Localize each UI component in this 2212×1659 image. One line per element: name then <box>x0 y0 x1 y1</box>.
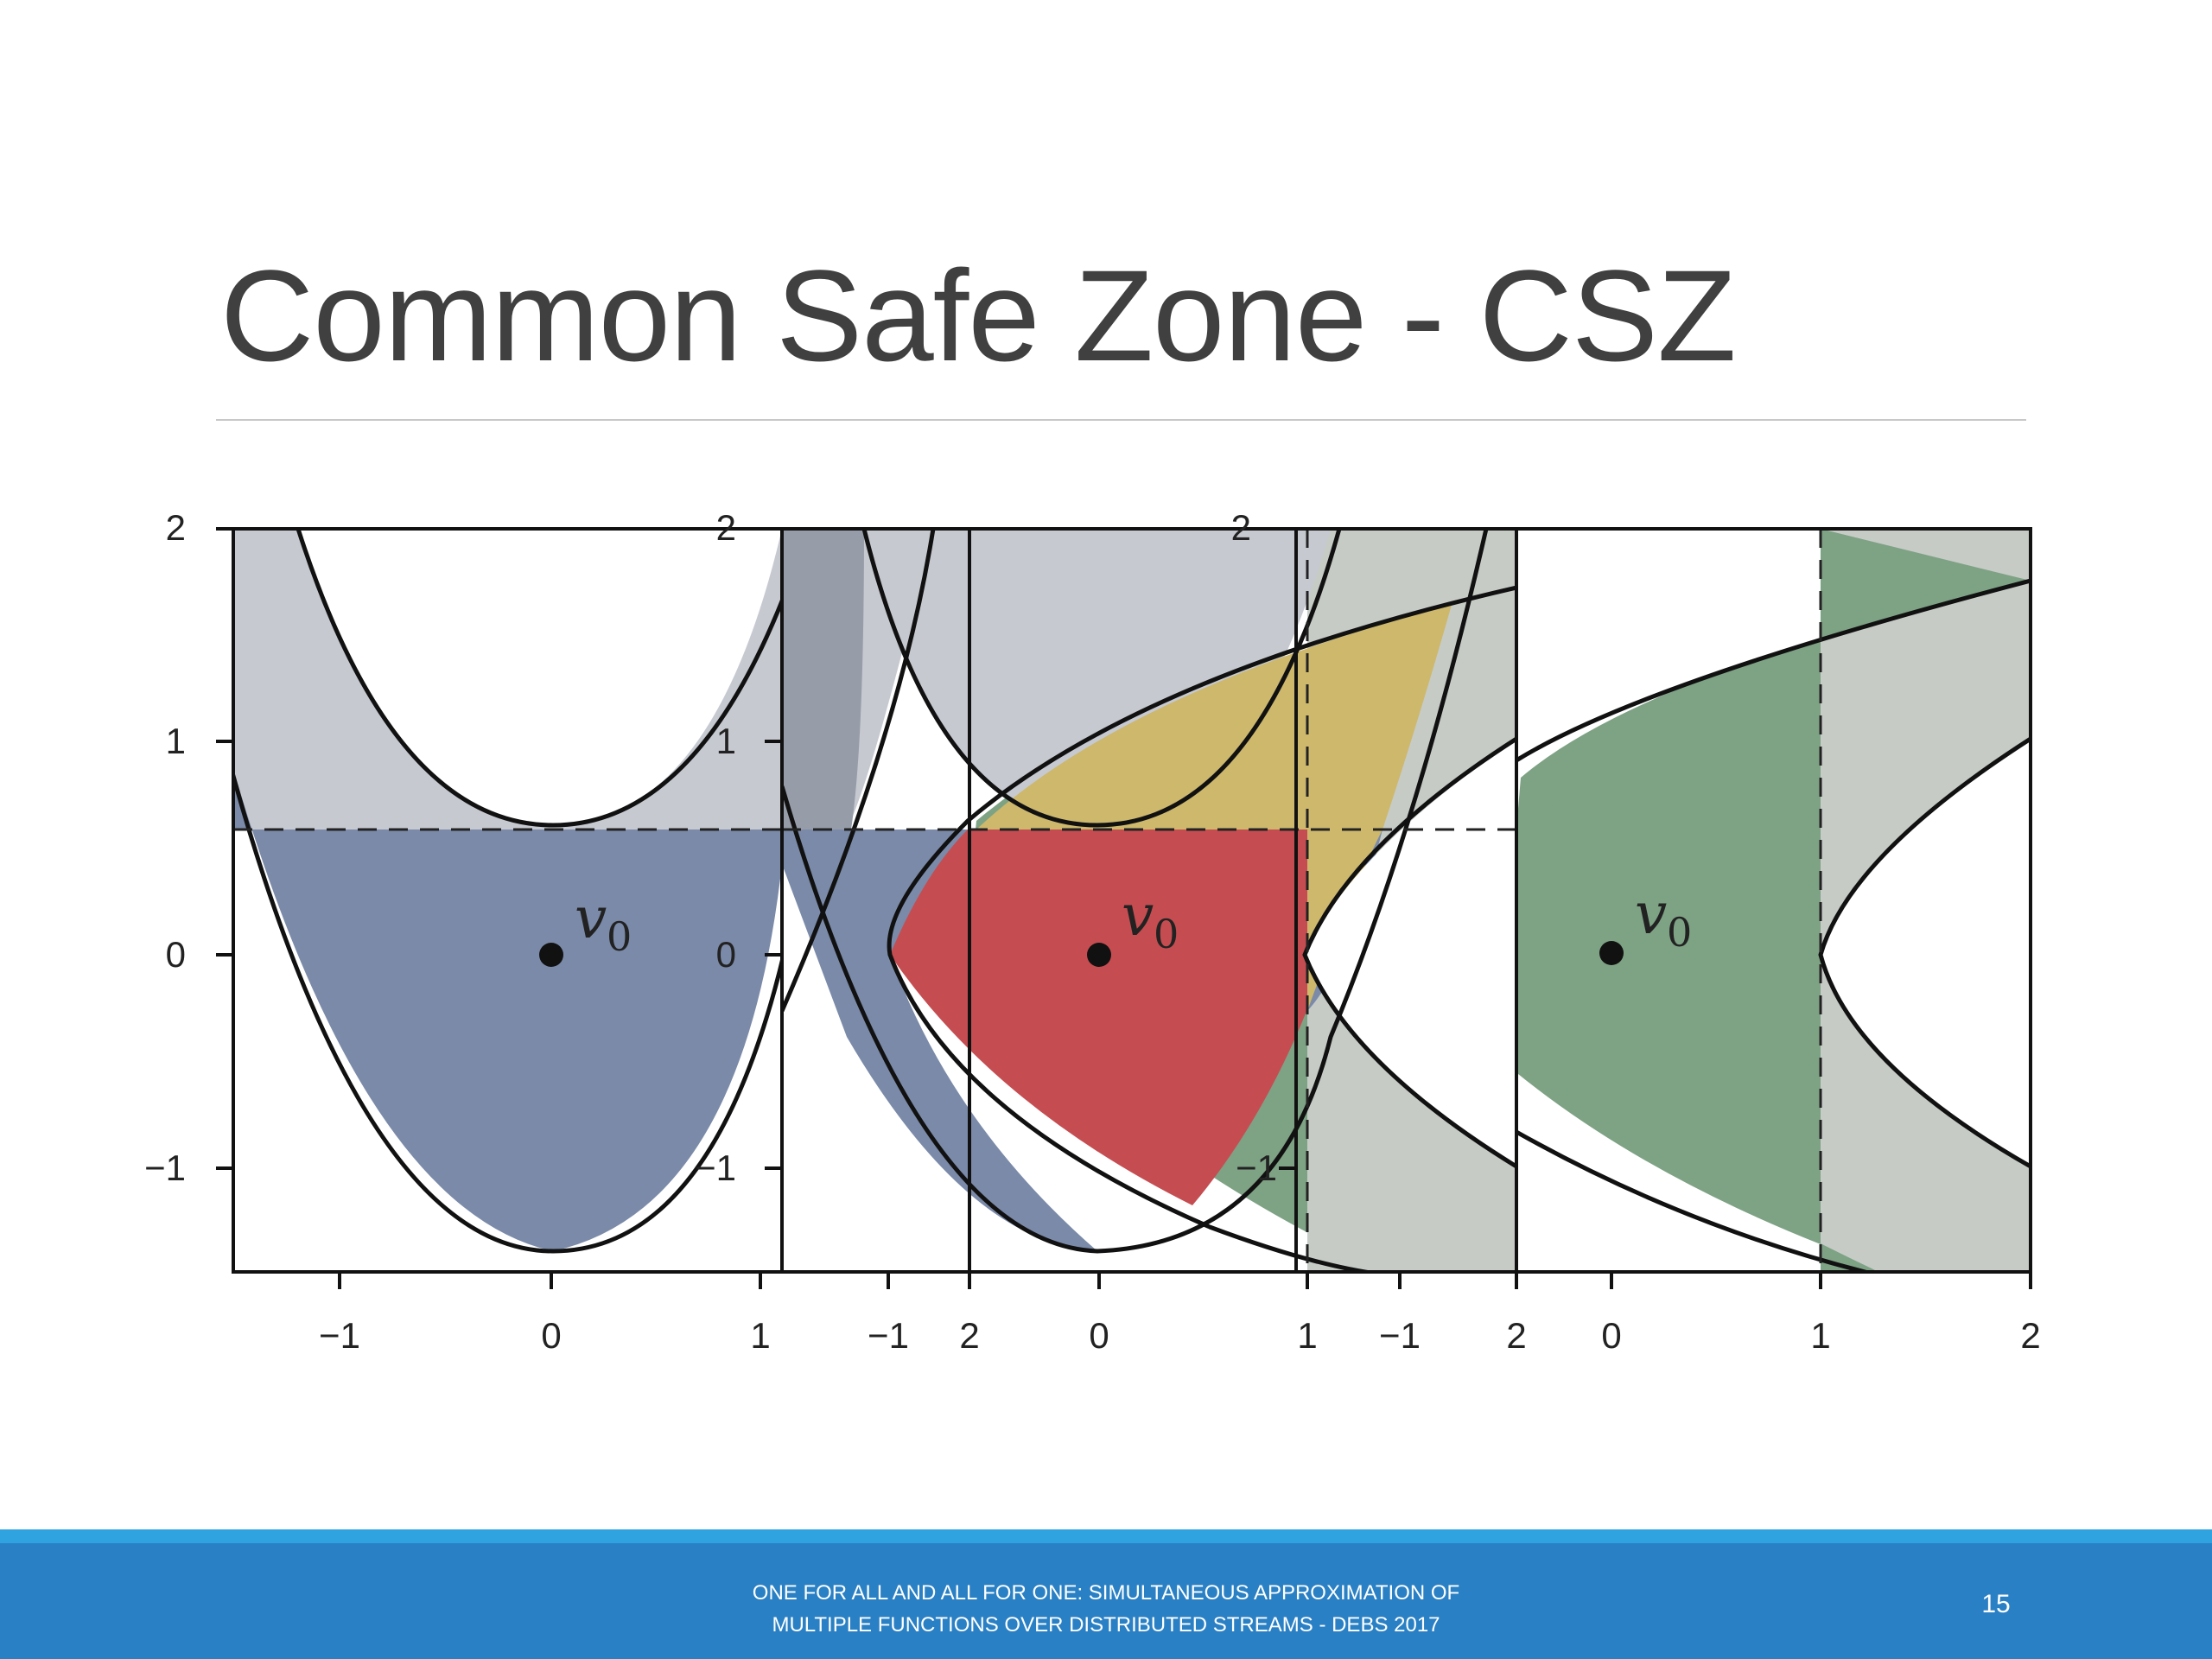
middle-left-line <box>782 529 936 1012</box>
title-divider <box>216 419 2026 421</box>
right-y-tick-2: 2 <box>1231 507 1251 548</box>
middle-yellow-region <box>976 605 1452 830</box>
right-white-inner <box>1821 739 2031 1166</box>
right-x-tick-neg1: −1 <box>1379 1315 1421 1356</box>
middle-left-parabola-outer <box>782 529 1489 1254</box>
middle-x-tick-0: 0 <box>1089 1315 1109 1356</box>
left-y-tick-0: 0 <box>166 934 186 975</box>
slide-title: Common Safe Zone - CSZ <box>220 243 1737 388</box>
right-x-tick-2a: 2 <box>1506 1315 1526 1356</box>
left-v0-label: v <box>575 885 607 951</box>
left-y-tick-1: 1 <box>166 721 186 761</box>
right-x-tick-2b: 2 <box>2020 1315 2040 1356</box>
middle-x-tick-2: 2 <box>959 1315 979 1356</box>
right-y-tick-neg1: −1 <box>1236 1147 1277 1188</box>
right-panel <box>1516 529 2031 1272</box>
right-inner-curve <box>1818 736 2031 1169</box>
footer-citation: ONE FOR ALL AND ALL FOR ONE: SIMULTANEOU… <box>631 1577 1581 1641</box>
right-v0-point <box>1599 941 1624 965</box>
middle-y-tick-0: 0 <box>716 934 736 975</box>
left-v0-point <box>539 943 563 967</box>
right-v0-subscript: 0 <box>1667 909 1692 956</box>
middle-y-tick-2: 2 <box>716 507 736 548</box>
footer-accent-strip <box>0 1529 2212 1543</box>
middle-v0-subscript: 0 <box>1154 911 1179 957</box>
middle-yellow-region2 <box>1307 830 1382 1011</box>
middle-v0-point <box>1087 943 1111 967</box>
page-number: 15 <box>1981 1590 2011 1618</box>
right-v0-label: v <box>1635 880 1667 947</box>
middle-x-tick-1: 1 <box>1297 1315 1317 1356</box>
footer-line-2: MULTIPLE FUNCTIONS OVER DISTRIBUTED STRE… <box>772 1613 1440 1637</box>
middle-left-parabola-inner <box>861 529 1342 828</box>
left-lower-parabola <box>233 767 782 1254</box>
left-x-tick-neg1: −1 <box>319 1315 360 1356</box>
right-x-tick-0: 0 <box>1601 1315 1621 1356</box>
middle-inner-parabola <box>1302 736 1516 1169</box>
left-y-tick-2: 2 <box>166 507 186 548</box>
left-y-tick-neg1: −1 <box>144 1147 186 1188</box>
axis-ticks <box>216 527 2032 1289</box>
left-x-tick-1: 1 <box>750 1315 770 1356</box>
middle-outer-ellipse <box>887 585 1516 1272</box>
left-upper-parabola-fill <box>298 529 782 825</box>
csz-figure: 2 1 0 −1 2 1 0 −1 2 −1 −1 0 1 −1 2 0 1 −… <box>144 507 2041 1356</box>
middle-blue-left <box>782 830 1097 1251</box>
left-v0-subscript: 0 <box>607 913 632 960</box>
right-outer-curve <box>1516 578 2031 1272</box>
middle-white-inner <box>1305 739 1516 1166</box>
left-panel <box>233 529 782 1254</box>
middle-v0-label: v <box>1122 882 1154 949</box>
middle-y-tick-neg1: −1 <box>695 1147 736 1188</box>
footer-line-1: ONE FOR ALL AND ALL FOR ONE: SIMULTANEOU… <box>752 1581 1460 1605</box>
middle-overlap-region <box>782 529 864 830</box>
footer-bar <box>0 1543 2212 1659</box>
right-x-tick-1: 1 <box>1810 1315 1830 1356</box>
middle-y-tick-1: 1 <box>716 721 736 761</box>
right-frame <box>1515 527 2032 1274</box>
left-blue-region <box>233 769 782 1251</box>
middle-red-region <box>890 830 1307 1205</box>
left-upper-parabola <box>296 529 782 828</box>
middle-x-tick-neg1: −1 <box>868 1315 909 1356</box>
middle-panel <box>782 529 1516 1272</box>
left-x-tick-0: 0 <box>541 1315 561 1356</box>
right-green-fill <box>1516 648 1821 1244</box>
